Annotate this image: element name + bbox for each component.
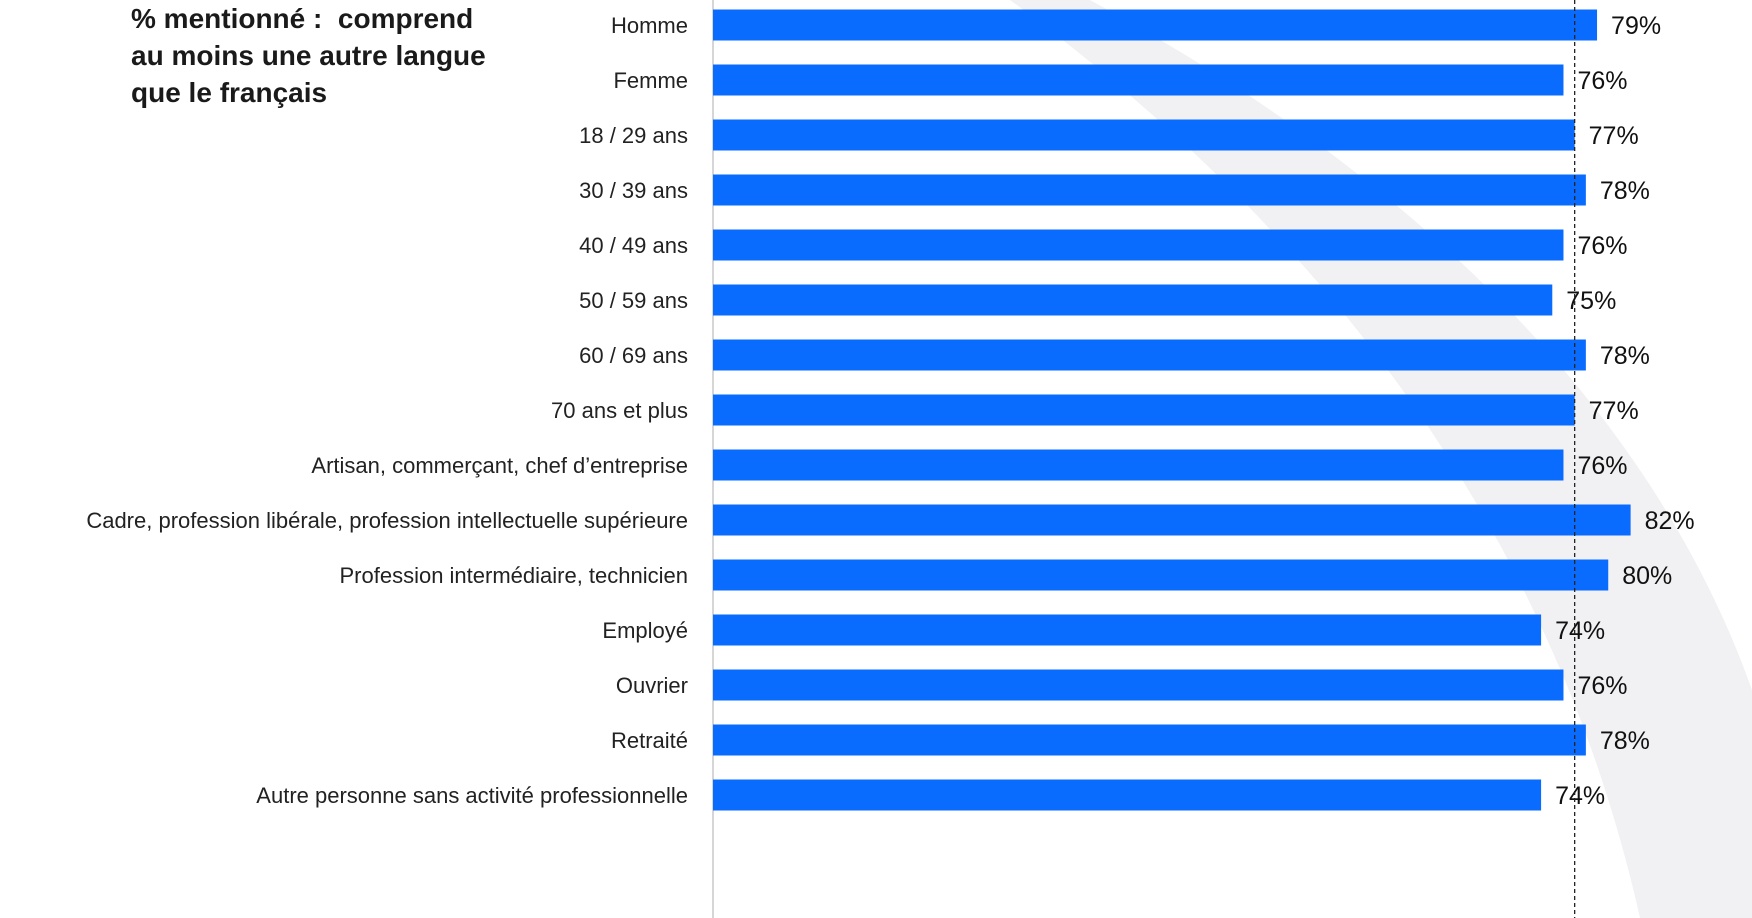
category-label: Cadre, profession libérale, profession i…	[86, 508, 688, 533]
bar	[713, 229, 1564, 261]
value-label: 76%	[1577, 67, 1627, 95]
category-label: Artisan, commerçant, chef d’entreprise	[311, 453, 688, 478]
value-label: 75%	[1566, 287, 1616, 315]
bar	[713, 779, 1542, 811]
value-label: 82%	[1645, 507, 1695, 535]
value-label: 78%	[1600, 177, 1650, 205]
category-label: Ouvrier	[616, 673, 688, 698]
background-arc-shape	[1010, 0, 1752, 918]
value-label: 76%	[1577, 232, 1627, 260]
category-label: 18 / 29 ans	[579, 123, 688, 148]
bar	[713, 559, 1609, 591]
chart-title-line-2: au moins une autre langue	[131, 40, 486, 71]
category-label: Homme	[611, 13, 688, 38]
value-label: 80%	[1622, 562, 1672, 590]
bar	[713, 724, 1586, 756]
value-label: 76%	[1577, 672, 1627, 700]
bar	[713, 9, 1598, 41]
category-label: Autre personne sans activité professionn…	[256, 783, 688, 808]
category-label: Retraité	[611, 728, 688, 753]
value-label: 77%	[1589, 397, 1639, 425]
category-label: Femme	[613, 68, 688, 93]
value-label: 79%	[1611, 12, 1661, 40]
value-label: 74%	[1555, 782, 1605, 810]
bar	[713, 449, 1564, 481]
value-label: 77%	[1589, 122, 1639, 150]
chart-title: % mentionné : comprend au moins une autr…	[131, 0, 551, 111]
category-label: 60 / 69 ans	[579, 343, 688, 368]
value-label: 78%	[1600, 727, 1650, 755]
value-label: 74%	[1555, 617, 1605, 645]
chart-title-line-1: % mentionné : comprend	[131, 3, 474, 34]
category-label: 50 / 59 ans	[579, 288, 688, 313]
category-label: Profession intermédiaire, technicien	[339, 563, 688, 588]
bar	[713, 339, 1586, 371]
bar	[713, 614, 1542, 646]
category-label: 40 / 49 ans	[579, 233, 688, 258]
chart-title-line-3: que le français	[131, 77, 328, 108]
bar	[713, 174, 1586, 206]
category-label: 70 ans et plus	[551, 398, 688, 423]
bar	[713, 504, 1631, 536]
category-label: Employé	[602, 618, 688, 643]
bar	[713, 284, 1553, 316]
bar	[713, 64, 1564, 96]
value-label: 78%	[1600, 342, 1650, 370]
bar	[713, 669, 1564, 701]
value-label: 76%	[1577, 452, 1627, 480]
bar	[713, 394, 1575, 426]
category-label: 30 / 39 ans	[579, 178, 688, 203]
bar	[713, 119, 1575, 151]
